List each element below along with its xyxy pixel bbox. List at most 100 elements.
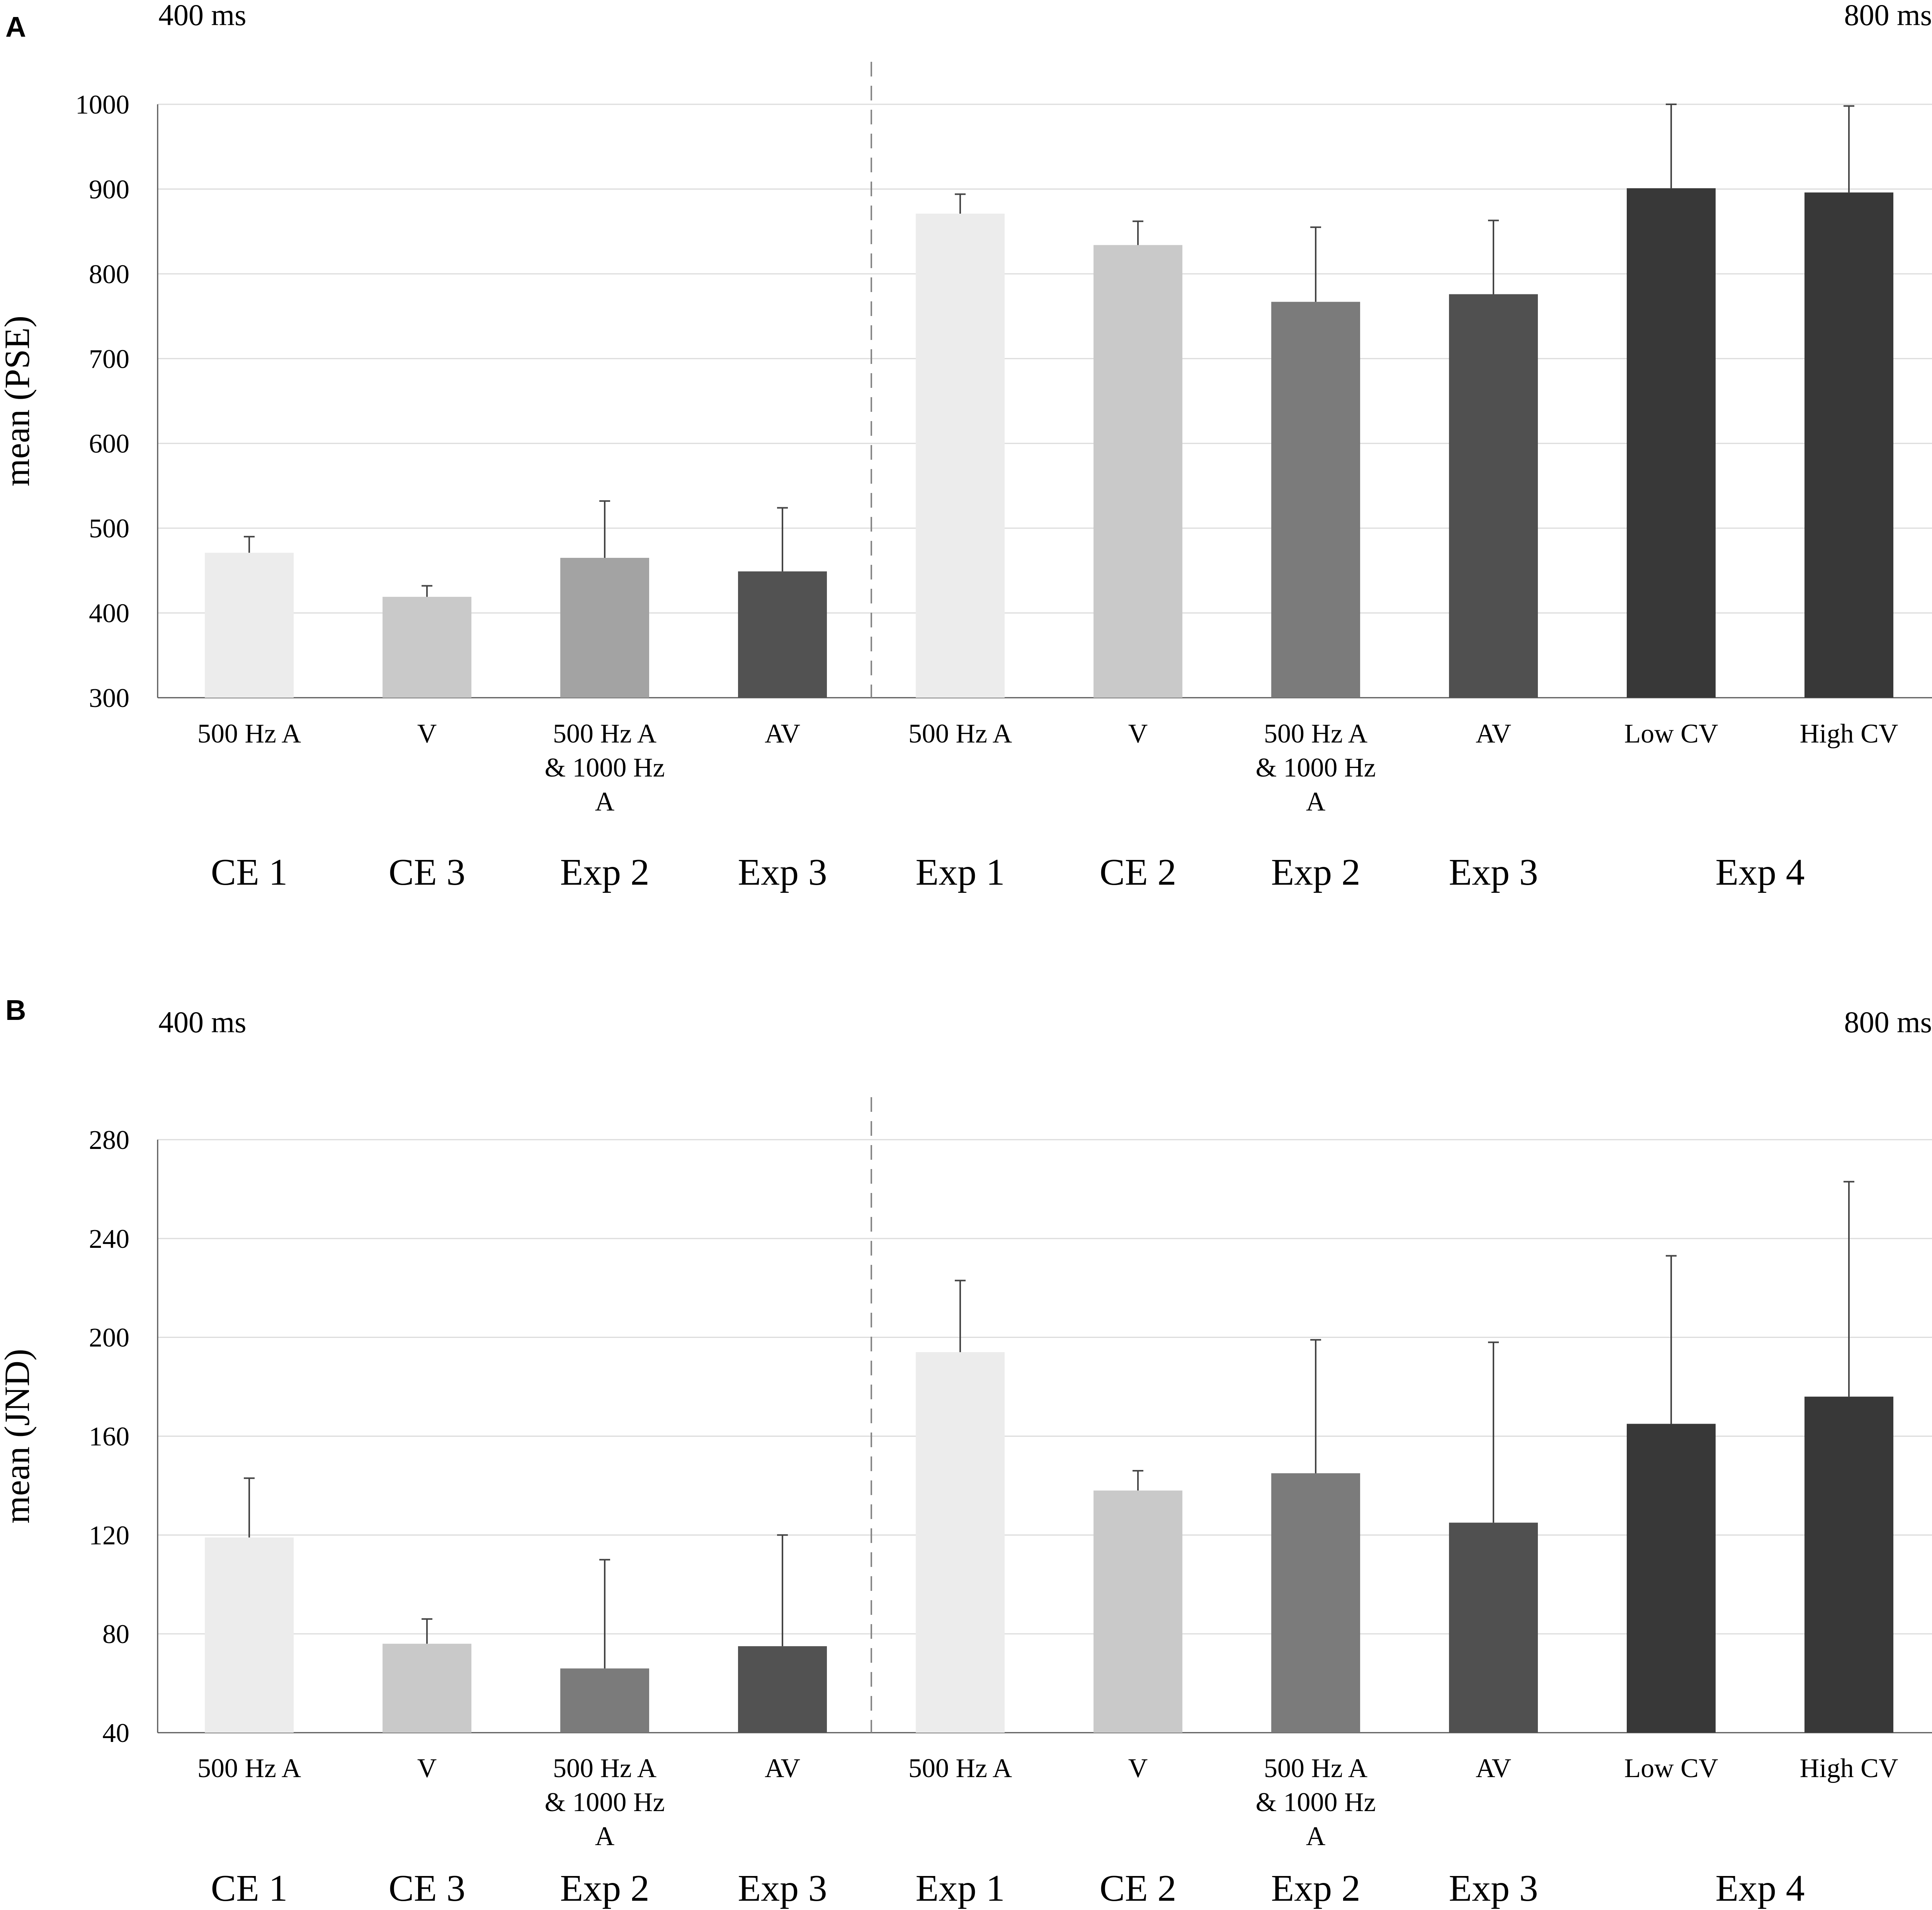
bar <box>205 1537 294 1733</box>
panel-label: A <box>5 11 26 43</box>
bar <box>1804 192 1893 698</box>
bar <box>205 552 294 698</box>
x-tick-label-line: 500 Hz A <box>1264 1754 1368 1783</box>
y-tick-label: 200 <box>89 1323 129 1353</box>
x-tick-label-line: & 1000 Hz <box>544 1788 665 1817</box>
right-condition-label: 800 ms <box>1844 0 1932 32</box>
x-tick-label-line: 500 Hz A <box>908 1754 1012 1783</box>
bar <box>1804 1397 1893 1733</box>
x-tick-label-line: AV <box>765 719 800 749</box>
x-tick-label-line: AV <box>1476 719 1511 749</box>
x-tick-label: AV <box>765 719 800 749</box>
group-label: CE 1 <box>211 1868 288 1909</box>
bar <box>1271 302 1360 698</box>
x-tick-label: V <box>1128 1754 1148 1783</box>
y-tick-label: 300 <box>89 683 129 713</box>
x-tick-label: 500 Hz A & 1000 Hz A <box>1255 1754 1376 1851</box>
bar <box>383 596 471 698</box>
x-tick-label: 500 Hz A & 1000 Hz A <box>1255 719 1376 817</box>
x-tick-label: AV <box>1476 1754 1511 1783</box>
x-tick-label: High CV <box>1800 1754 1898 1783</box>
y-tick-label: 160 <box>89 1422 129 1452</box>
bar <box>1094 1490 1182 1733</box>
group-label: Exp 2 <box>560 1868 649 1909</box>
x-tick-label-line: & 1000 Hz <box>1255 753 1376 783</box>
group-label: Exp 1 <box>915 1868 1005 1909</box>
bar <box>1449 1523 1538 1733</box>
x-tick-label-line: & 1000 Hz <box>1255 1788 1376 1817</box>
y-tick-label: 600 <box>89 429 129 459</box>
x-tick-label-line: AV <box>1476 1754 1511 1783</box>
left-condition-label: 400 ms <box>158 1005 247 1039</box>
x-tick-label-line: Low CV <box>1624 1754 1718 1783</box>
x-tick-label: V <box>417 1754 437 1783</box>
y-tick-label: 900 <box>89 175 129 204</box>
bar <box>1449 294 1538 698</box>
group-label: CE 2 <box>1100 1868 1177 1909</box>
group-label: Exp 2 <box>1271 851 1360 893</box>
x-tick-label-line: High CV <box>1800 1754 1898 1783</box>
y-axis-label: mean (JND) <box>0 1349 37 1523</box>
x-tick-label: Low CV <box>1624 719 1718 749</box>
bar <box>916 214 1005 698</box>
x-tick-label-line: 500 Hz A <box>197 1754 301 1783</box>
x-tick-label-line: 500 Hz A <box>553 719 657 749</box>
y-tick-label: 500 <box>89 514 129 544</box>
bar <box>560 557 649 698</box>
right-condition-label: 800 ms <box>1844 1005 1932 1039</box>
group-label: Exp 3 <box>738 851 827 893</box>
x-tick-label: 500 Hz A <box>908 1754 1012 1783</box>
x-tick-label: Low CV <box>1624 1754 1718 1783</box>
bar <box>738 571 827 698</box>
chart-panel-a: A 400 ms 800 ms 300 400 500 600 700 800 900 1000 me… <box>0 0 1932 893</box>
bar <box>1627 1424 1716 1733</box>
x-tick-label-line: 500 Hz A <box>1264 719 1368 749</box>
x-tick-label-line: A <box>1306 1822 1326 1851</box>
y-tick-label: 800 <box>89 260 129 289</box>
chart-panel-b: B 400 ms 800 ms 40 80 120 160 200 240 280 mean (JN… <box>0 994 1932 1909</box>
y-tick-label: 400 <box>89 599 129 629</box>
x-tick-label-line: V <box>417 1754 437 1783</box>
group-label: CE 2 <box>1100 851 1177 893</box>
y-tick-label: 280 <box>89 1125 129 1155</box>
group-label: Exp 4 <box>1715 1868 1804 1909</box>
group-label: CE 3 <box>389 1868 466 1909</box>
x-tick-label: AV <box>765 1754 800 1783</box>
group-label: Exp 3 <box>1449 851 1538 893</box>
x-tick-label: AV <box>1476 719 1511 749</box>
x-tick-label-line: High CV <box>1800 719 1898 749</box>
bar <box>560 1668 649 1733</box>
bar <box>383 1643 471 1733</box>
group-label: Exp 2 <box>1271 1868 1360 1909</box>
x-tick-label: V <box>417 719 437 749</box>
x-tick-label-line: Low CV <box>1624 719 1718 749</box>
bar <box>1094 245 1182 698</box>
x-tick-label-line: 500 Hz A <box>553 1754 657 1783</box>
y-tick-label: 80 <box>102 1619 129 1649</box>
x-tick-label-line: V <box>417 719 437 749</box>
x-tick-label-line: A <box>595 1822 615 1851</box>
bar <box>1627 188 1716 698</box>
group-label: Exp 1 <box>915 851 1005 893</box>
x-tick-label: 500 Hz A <box>197 1754 301 1783</box>
y-tick-label: 700 <box>89 344 129 374</box>
x-tick-label-line: 500 Hz A <box>908 719 1012 749</box>
x-tick-label: 500 Hz A & 1000 Hz A <box>544 719 665 817</box>
bar <box>738 1646 827 1733</box>
x-tick-label-line: A <box>595 787 615 817</box>
group-label: CE 1 <box>211 851 288 893</box>
group-label: Exp 2 <box>560 851 649 893</box>
group-label: Exp 3 <box>738 1868 827 1909</box>
group-label: Exp 3 <box>1449 1868 1538 1909</box>
x-tick-label-line: AV <box>765 1754 800 1783</box>
x-tick-label-line: V <box>1128 1754 1148 1783</box>
x-tick-label-line: V <box>1128 719 1148 749</box>
group-label: Exp 4 <box>1715 851 1804 893</box>
x-tick-label-line: 500 Hz A <box>197 719 301 749</box>
x-tick-label-line: & 1000 Hz <box>544 753 665 783</box>
panel-label: B <box>5 994 26 1026</box>
bar <box>916 1352 1005 1733</box>
y-tick-label: 120 <box>89 1521 129 1550</box>
y-tick-label: 240 <box>89 1224 129 1254</box>
